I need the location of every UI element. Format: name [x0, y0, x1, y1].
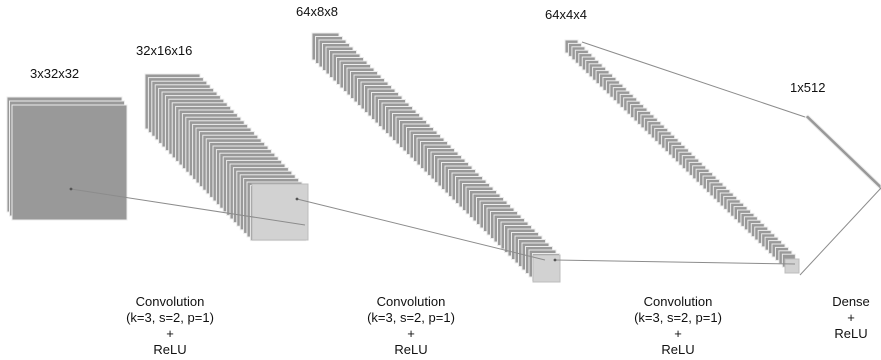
dense-vector [804, 114, 881, 191]
operation-activation: ReLU [834, 326, 868, 341]
feature-map-slice [11, 104, 128, 221]
layer-dims-conv2: 64x8x8 [296, 4, 338, 19]
connector-line [70, 188, 306, 226]
connector-point [295, 197, 299, 201]
connector-line [296, 198, 546, 261]
operation-activation: ReLU [661, 342, 695, 357]
layer-dims-input: 3x32x32 [30, 66, 80, 81]
connector-point [69, 187, 73, 191]
operation-name: Convolution [376, 294, 446, 309]
operation-plus: + [847, 310, 855, 325]
operation-plus: + [674, 326, 682, 341]
operation-params: (k=3, s=2, p=1) [126, 310, 214, 325]
operation-activation: ReLU [394, 342, 428, 357]
connector-line [554, 259, 796, 265]
operation-caption-conv1: Convolution (k=3, s=2, p=1) + ReLU [100, 294, 240, 358]
operation-caption-conv2: Convolution (k=3, s=2, p=1) + ReLU [341, 294, 481, 358]
operation-name: Dense [832, 294, 870, 309]
conv2-stack [311, 32, 560, 281]
connector-line [581, 41, 806, 118]
operation-plus: + [407, 326, 415, 341]
layer-dims-conv3: 64x4x4 [545, 7, 587, 22]
layer-dims-conv1: 32x16x16 [136, 43, 193, 58]
layer-dims-dense: 1x512 [790, 80, 826, 95]
input-stack [6, 96, 128, 221]
operation-params: (k=3, s=2, p=1) [367, 310, 455, 325]
operation-name: Convolution [643, 294, 713, 309]
operation-caption-dense: Dense + ReLU [821, 294, 881, 342]
operation-params: (k=3, s=2, p=1) [634, 310, 722, 325]
connector-point [553, 258, 557, 262]
operation-name: Convolution [135, 294, 205, 309]
kernel-window [251, 183, 309, 241]
connector-line [799, 187, 881, 276]
operation-activation: ReLU [153, 342, 187, 357]
operation-plus: + [166, 326, 174, 341]
kernel-window [784, 258, 800, 274]
conv3-stack [564, 39, 796, 268]
operation-caption-conv3: Convolution (k=3, s=2, p=1) + ReLU [608, 294, 748, 358]
